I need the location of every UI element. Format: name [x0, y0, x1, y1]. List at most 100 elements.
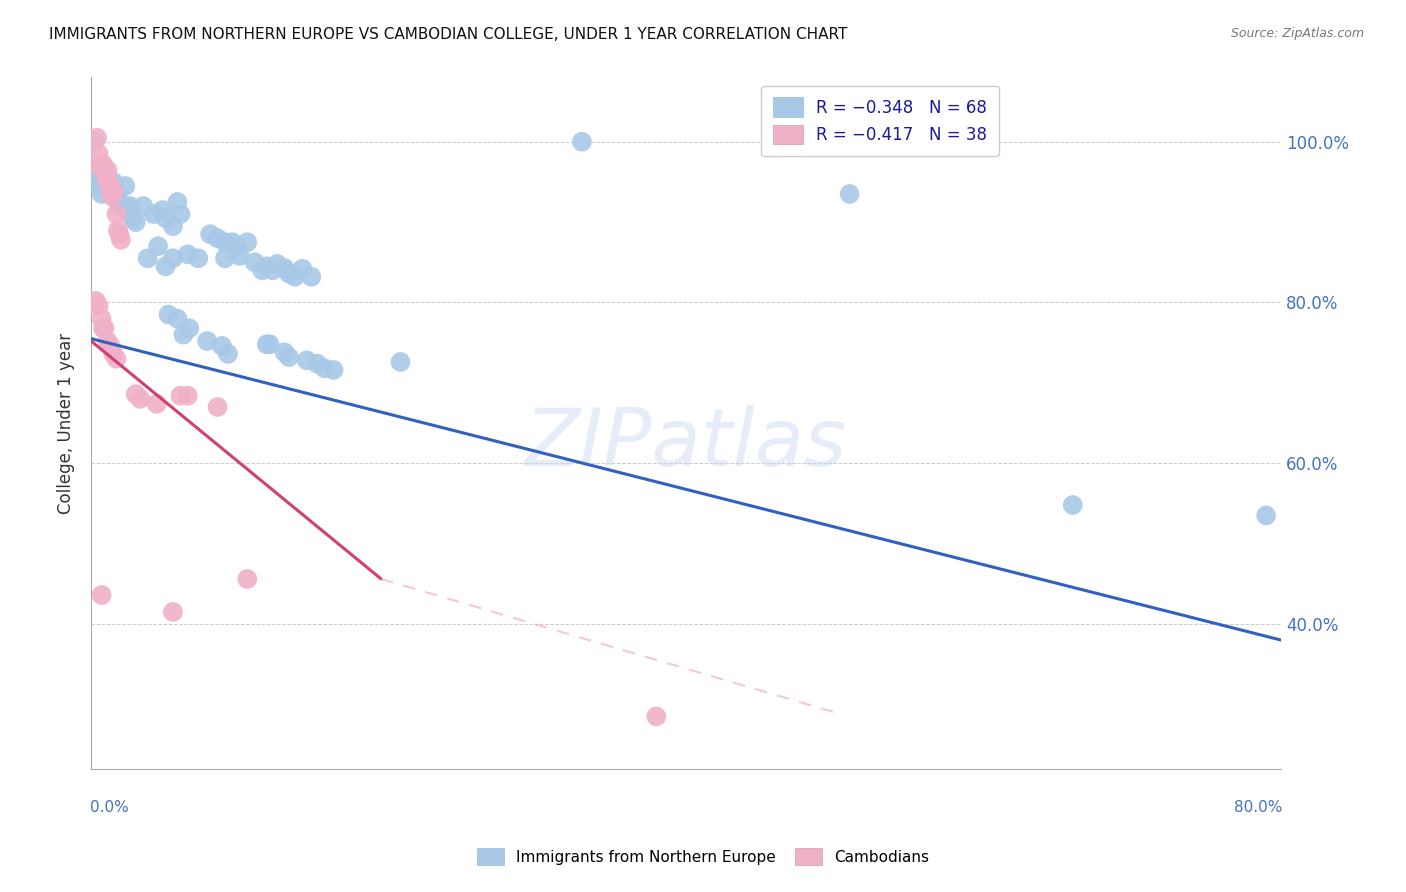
Point: [207, 231, 229, 245]
Point: [105, 207, 128, 221]
Point: [217, 347, 239, 361]
Point: [295, 353, 318, 368]
Point: [96, 173, 118, 187]
Point: [1254, 508, 1277, 523]
Point: [152, 202, 174, 217]
Point: [101, 189, 124, 203]
Point: [155, 211, 177, 225]
Point: [211, 339, 233, 353]
Point: [129, 392, 152, 406]
Point: [266, 257, 288, 271]
Legend: Immigrants from Northern Europe, Cambodians: Immigrants from Northern Europe, Cambodi…: [471, 842, 935, 871]
Point: [214, 252, 236, 266]
Point: [103, 347, 125, 361]
Point: [214, 235, 236, 250]
Point: [94, 170, 117, 185]
Point: [107, 223, 129, 237]
Point: [314, 361, 336, 376]
Point: [162, 219, 184, 234]
Point: [236, 572, 259, 586]
Point: [136, 252, 159, 266]
Point: [236, 235, 259, 250]
Point: [125, 387, 148, 401]
Point: [291, 261, 314, 276]
Point: [273, 345, 295, 359]
Point: [284, 269, 307, 284]
Point: [166, 311, 188, 326]
Point: [166, 194, 188, 209]
Text: IMMIGRANTS FROM NORTHERN EUROPE VS CAMBODIAN COLLEGE, UNDER 1 YEAR CORRELATION C: IMMIGRANTS FROM NORTHERN EUROPE VS CAMBO…: [49, 27, 848, 42]
Point: [162, 252, 184, 266]
Point: [91, 321, 114, 335]
Text: 0.0%: 0.0%: [90, 800, 129, 814]
Point: [198, 227, 221, 242]
Point: [1062, 498, 1084, 512]
Y-axis label: College, Under 1 year: College, Under 1 year: [58, 333, 75, 514]
Point: [256, 260, 278, 274]
Point: [645, 709, 668, 723]
Point: [100, 339, 122, 353]
Point: [221, 235, 243, 250]
Point: [142, 207, 165, 221]
Point: [84, 293, 107, 308]
Point: [146, 239, 169, 253]
Point: [101, 181, 124, 195]
Point: [125, 215, 148, 229]
Point: [86, 162, 108, 177]
Point: [120, 207, 142, 221]
Point: [121, 211, 143, 225]
Point: [90, 186, 112, 201]
Point: [103, 175, 125, 189]
Point: [169, 389, 191, 403]
Point: [278, 350, 301, 364]
Point: [83, 135, 105, 149]
Point: [98, 177, 121, 191]
Point: [111, 199, 134, 213]
Point: [207, 400, 229, 414]
Point: [98, 178, 121, 193]
Point: [93, 162, 115, 177]
Point: [115, 202, 138, 217]
Point: [90, 311, 112, 326]
Point: [87, 146, 110, 161]
Point: [87, 299, 110, 313]
Point: [132, 199, 155, 213]
Point: [89, 178, 111, 193]
Point: [307, 357, 329, 371]
Point: [105, 351, 128, 366]
Point: [225, 239, 247, 253]
Point: [177, 389, 200, 403]
Point: [145, 397, 167, 411]
Point: [96, 162, 118, 177]
Point: [105, 186, 128, 201]
Point: [195, 334, 218, 348]
Point: [243, 255, 266, 269]
Point: [114, 178, 136, 193]
Point: [187, 252, 209, 266]
Point: [299, 269, 322, 284]
Text: Source: ZipAtlas.com: Source: ZipAtlas.com: [1230, 27, 1364, 40]
Point: [259, 337, 281, 351]
Point: [90, 161, 112, 175]
Point: [118, 199, 141, 213]
Point: [389, 355, 412, 369]
Point: [107, 194, 129, 209]
Point: [169, 207, 191, 221]
Point: [96, 334, 118, 348]
Text: 80.0%: 80.0%: [1234, 800, 1282, 814]
Point: [108, 194, 131, 209]
Point: [155, 260, 177, 274]
Point: [278, 267, 301, 281]
Point: [229, 249, 252, 263]
Point: [162, 605, 184, 619]
Point: [89, 159, 111, 173]
Point: [250, 263, 273, 277]
Point: [91, 157, 114, 171]
Point: [108, 227, 131, 242]
Point: [157, 308, 180, 322]
Point: [571, 135, 593, 149]
Point: [838, 186, 860, 201]
Point: [86, 130, 108, 145]
Point: [322, 363, 344, 377]
Legend: R = −0.348   N = 68, R = −0.417   N = 38: R = −0.348 N = 68, R = −0.417 N = 38: [761, 86, 1000, 156]
